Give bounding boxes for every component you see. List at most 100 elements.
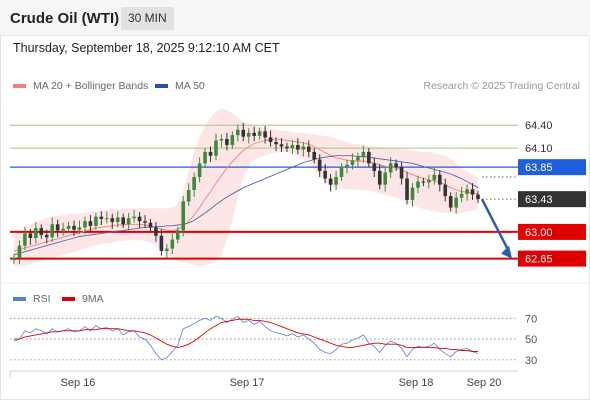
candle-body — [126, 218, 131, 225]
legend-rsi-label: RSI — [33, 293, 51, 305]
time-tick-sep-20: Sep 20 — [467, 377, 502, 389]
timestamp: Thursday, September 18, 2025 9:12:10 AM … — [13, 41, 280, 55]
legend-bollinger-swatch — [13, 84, 26, 88]
candle-body — [241, 129, 246, 137]
candle-body — [377, 170, 382, 185]
candle-body — [410, 187, 415, 200]
rsi-line — [13, 315, 479, 361]
candle-body — [154, 227, 158, 236]
candle-body — [427, 180, 431, 183]
candle-body — [285, 146, 289, 149]
price-panel: 64.40 64.10 63.85 63.00 62.65 63.43 — [1, 108, 589, 284]
candle-body — [197, 163, 202, 178]
candle-body — [421, 181, 426, 183]
candle-body — [328, 178, 333, 185]
research-credit: Research © 2025 Trading Central — [423, 80, 580, 92]
time-tick-sep-17: Sep 17 — [230, 377, 265, 389]
candle-body — [23, 233, 27, 246]
candle-body — [214, 140, 218, 156]
candle-body — [367, 151, 371, 164]
candle-body — [66, 225, 71, 229]
candle-body — [345, 164, 349, 168]
rsi-panel: 70 50 30 — [10, 313, 537, 367]
legend-ma50-label: MA 50 — [175, 80, 205, 92]
candle-body — [208, 151, 213, 156]
candle-body — [105, 218, 109, 220]
candle-body — [236, 129, 240, 136]
candle-body — [132, 216, 136, 219]
candle-body — [77, 227, 82, 230]
candle-body — [137, 216, 142, 222]
legend-9ma: 9MA — [62, 293, 104, 305]
candle-body — [290, 145, 295, 149]
candle-body — [110, 218, 115, 222]
candle-body — [388, 163, 393, 173]
candle-body — [94, 216, 98, 226]
level-label-62.65: 62.65 — [525, 254, 553, 266]
candle-body — [454, 197, 458, 208]
candle-body — [225, 138, 229, 146]
candle-body — [246, 132, 251, 137]
candle-body — [279, 144, 284, 147]
candle-body — [12, 257, 16, 261]
level-label-63.85: 63.85 — [525, 162, 553, 174]
candle-body — [170, 239, 175, 249]
candle-body — [50, 224, 55, 238]
ma50-line — [13, 155, 479, 256]
level-tag-63.85 — [518, 159, 586, 176]
legend-rsi: RSI — [13, 293, 51, 305]
candle-body — [361, 151, 366, 158]
candle-body — [470, 189, 475, 195]
candle-body — [432, 174, 437, 181]
candle-body — [175, 230, 180, 240]
candle-body — [301, 146, 306, 150]
candle-body — [88, 221, 93, 226]
legend-ma50: MA 50 — [155, 80, 205, 92]
candle-body — [39, 228, 44, 235]
time-axis: Sep 16 Sep 17 Sep 18 Sep 20 — [9, 370, 518, 389]
candle-body — [181, 201, 186, 231]
candle-body — [252, 132, 256, 136]
candle-body — [203, 151, 207, 164]
candle-body — [465, 189, 469, 194]
rsi-tick-70: 70 — [525, 313, 537, 325]
candle-body — [230, 135, 235, 146]
time-tick-sep-18: Sep 18 — [399, 377, 434, 389]
candle-body — [72, 225, 76, 230]
candle-body — [83, 221, 87, 228]
candle-body — [296, 145, 300, 150]
last-price-label: 63.43 — [525, 194, 553, 206]
candle-body — [186, 190, 191, 202]
level-tag-62.65 — [518, 250, 586, 267]
candle-body — [34, 228, 38, 238]
last-price-tag — [518, 191, 586, 208]
candle-body — [257, 131, 262, 136]
candle-body — [437, 174, 442, 185]
candle-body — [148, 222, 153, 228]
level-tag-63.00 — [518, 223, 586, 240]
chart-header: Crude Oil (WTI) 30 MIN — [0, 0, 590, 36]
candle-body — [61, 228, 65, 231]
candle-body — [268, 137, 273, 142]
time-tick-sep-16: Sep 16 — [61, 377, 96, 389]
candle-body — [28, 233, 33, 238]
candle-body — [356, 157, 360, 161]
candle-body — [121, 217, 125, 225]
candle-body — [448, 196, 453, 208]
legend-9ma-label: 9MA — [82, 293, 104, 305]
rsi-ma9-line — [14, 318, 478, 352]
candle-body — [17, 245, 22, 258]
forecast-arrow-shaft — [480, 198, 512, 255]
legend-bollinger: MA 20 + Bollinger Bands — [13, 80, 148, 92]
level-label-63.00: 63.00 — [525, 227, 553, 239]
candle-body — [143, 221, 147, 223]
level-label-64.10: 64.10 — [525, 143, 553, 155]
legend-ma50-swatch — [155, 84, 168, 88]
rsi-tick-30: 30 — [525, 355, 537, 367]
candle-body — [44, 234, 49, 238]
candle-body — [99, 216, 104, 219]
timeframe-badge[interactable]: 30 MIN — [121, 7, 174, 30]
candle-body — [334, 177, 338, 185]
candle-body — [399, 167, 404, 179]
